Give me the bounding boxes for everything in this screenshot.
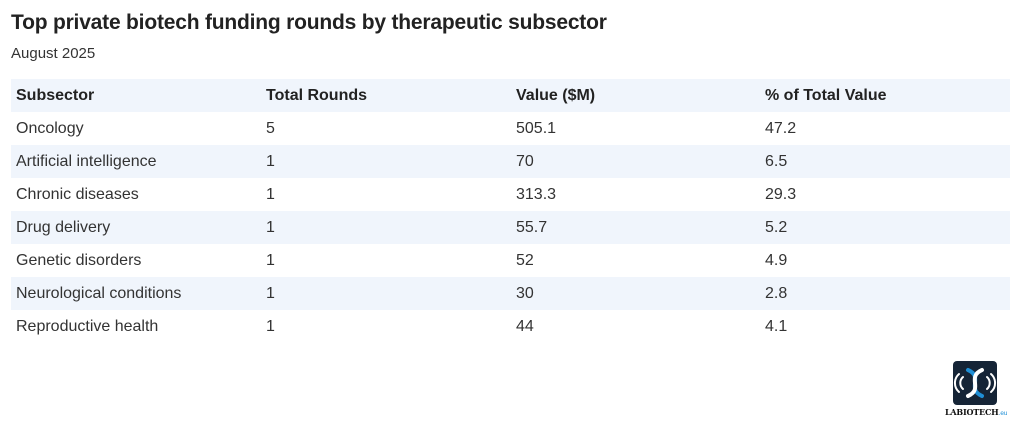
logo-name: LABIOTECH bbox=[945, 407, 999, 417]
cell-subsector: Chronic diseases bbox=[16, 185, 139, 203]
table-row: Chronic diseases 1 313.3 29.3 bbox=[11, 178, 1010, 211]
cell-total-rounds: 1 bbox=[266, 218, 275, 236]
cell-value: 505.1 bbox=[516, 119, 557, 137]
table-row: Reproductive health 1 44 4.1 bbox=[11, 310, 1010, 343]
cell-subsector: Oncology bbox=[16, 119, 84, 137]
cell-percent: 5.2 bbox=[765, 218, 788, 236]
table-body: Oncology 5 505.1 47.2 Artificial intelligenc… bbox=[11, 112, 1010, 343]
column-header-percent: % of Total Value bbox=[765, 86, 887, 104]
cell-percent: 6.5 bbox=[765, 152, 788, 170]
cell-percent: 2.8 bbox=[765, 284, 788, 302]
cell-total-rounds: 1 bbox=[266, 152, 275, 170]
funding-table: Subsector Total Rounds Value ($M) % of T… bbox=[11, 79, 1010, 343]
cell-value: 313.3 bbox=[516, 185, 557, 203]
table-row: Oncology 5 505.1 47.2 bbox=[11, 112, 1010, 145]
logo-wordmark: LABIOTECH.eu bbox=[945, 407, 1008, 417]
column-header-total-rounds: Total Rounds bbox=[266, 86, 368, 104]
cell-value: 52 bbox=[516, 251, 534, 269]
cell-total-rounds: 1 bbox=[266, 185, 275, 203]
cell-percent: 29.3 bbox=[765, 185, 797, 203]
cell-subsector: Artificial intelligence bbox=[16, 152, 157, 170]
cell-value: 70 bbox=[516, 152, 534, 170]
labiotech-logo: LABIOTECH.eu bbox=[945, 361, 1008, 419]
cell-subsector: Drug delivery bbox=[16, 218, 111, 236]
cell-total-rounds: 1 bbox=[266, 284, 275, 302]
cell-total-rounds: 1 bbox=[266, 317, 275, 335]
chart-title: Top private biotech funding rounds by th… bbox=[11, 11, 607, 34]
column-header-value: Value ($M) bbox=[516, 86, 596, 104]
logo-suffix: .eu bbox=[998, 410, 1008, 417]
cell-value: 30 bbox=[516, 284, 534, 302]
table-header-row: Subsector Total Rounds Value ($M) % of T… bbox=[11, 79, 1010, 112]
cell-subsector: Reproductive health bbox=[16, 317, 159, 335]
table-row: Artificial intelligence 1 70 6.5 bbox=[11, 145, 1010, 178]
cell-subsector: Neurological conditions bbox=[16, 284, 182, 302]
cell-value: 44 bbox=[516, 317, 534, 335]
chart-subtitle: August 2025 bbox=[11, 45, 96, 62]
column-header-subsector: Subsector bbox=[16, 86, 95, 104]
table-row: Drug delivery 1 55.7 5.2 bbox=[11, 211, 1010, 244]
table-row: Neurological conditions 1 30 2.8 bbox=[11, 277, 1010, 310]
cell-total-rounds: 1 bbox=[266, 251, 275, 269]
logo-mark bbox=[953, 361, 997, 405]
cell-percent: 4.9 bbox=[765, 251, 788, 269]
table-row: Genetic disorders 1 52 4.9 bbox=[11, 244, 1010, 277]
cell-percent: 4.1 bbox=[765, 317, 788, 335]
cell-subsector: Genetic disorders bbox=[16, 251, 142, 269]
cell-value: 55.7 bbox=[516, 218, 548, 236]
cell-percent: 47.2 bbox=[765, 119, 797, 137]
dna-broadcast-icon bbox=[953, 368, 997, 398]
cell-total-rounds: 5 bbox=[266, 119, 275, 137]
